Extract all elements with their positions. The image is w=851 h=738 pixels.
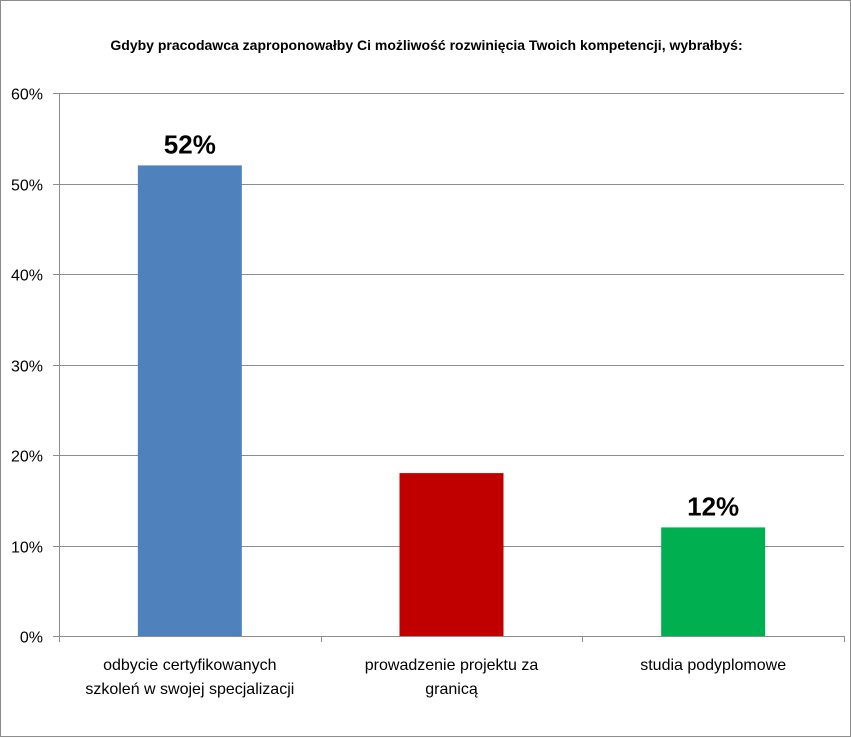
y-tick-label: 40% xyxy=(11,268,43,285)
x-category-label: prowadzenie projektu za xyxy=(365,657,539,674)
data-label: 52% xyxy=(164,129,216,159)
bar xyxy=(137,165,242,636)
y-tick-label: 60% xyxy=(11,87,43,104)
x-category-label: granicą xyxy=(425,681,478,698)
bar xyxy=(661,527,766,636)
data-label: 12% xyxy=(687,491,739,521)
y-tick-label: 0% xyxy=(20,630,43,647)
y-tick-label: 10% xyxy=(11,540,43,557)
x-category-label: studia podyplomowe xyxy=(640,657,786,674)
bar xyxy=(399,473,504,636)
y-tick-label: 50% xyxy=(11,178,43,195)
y-tick-label: 30% xyxy=(11,359,43,376)
chart-title: Gdyby pracodawca zaproponowałby Ci możli… xyxy=(110,37,743,53)
x-category-label: szkoleń w swojej specjalizacji xyxy=(85,681,294,698)
y-tick-label: 20% xyxy=(11,449,43,466)
x-category-label: odbycie certyfikowanych xyxy=(103,657,276,674)
